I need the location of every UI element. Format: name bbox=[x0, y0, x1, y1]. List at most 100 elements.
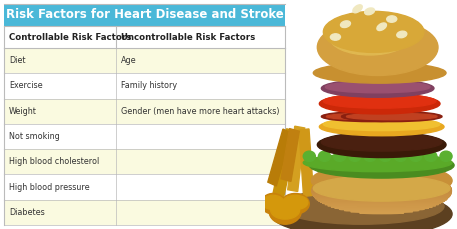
Ellipse shape bbox=[317, 181, 446, 183]
Ellipse shape bbox=[321, 111, 422, 122]
Ellipse shape bbox=[349, 151, 361, 161]
Text: Diet: Diet bbox=[9, 56, 26, 65]
Ellipse shape bbox=[314, 183, 449, 185]
Ellipse shape bbox=[320, 179, 443, 180]
Ellipse shape bbox=[326, 113, 417, 120]
Ellipse shape bbox=[328, 175, 436, 177]
Ellipse shape bbox=[325, 81, 430, 93]
Ellipse shape bbox=[409, 151, 422, 161]
Ellipse shape bbox=[353, 5, 362, 13]
Ellipse shape bbox=[300, 206, 451, 227]
Ellipse shape bbox=[339, 208, 425, 210]
Text: Controllable Risk Factors: Controllable Risk Factors bbox=[9, 33, 131, 41]
Text: Gender (men have more heart attacks): Gender (men have more heart attacks) bbox=[122, 107, 280, 116]
Text: Age: Age bbox=[122, 56, 137, 65]
Ellipse shape bbox=[269, 199, 301, 224]
Ellipse shape bbox=[339, 172, 425, 173]
Ellipse shape bbox=[341, 20, 350, 28]
Ellipse shape bbox=[311, 163, 452, 199]
Ellipse shape bbox=[303, 154, 452, 172]
Ellipse shape bbox=[271, 191, 452, 229]
Ellipse shape bbox=[335, 173, 429, 174]
Ellipse shape bbox=[360, 168, 404, 170]
Ellipse shape bbox=[281, 194, 309, 214]
Ellipse shape bbox=[312, 193, 452, 195]
Ellipse shape bbox=[377, 23, 386, 31]
Bar bbox=[4, 200, 285, 225]
Ellipse shape bbox=[330, 34, 340, 40]
Ellipse shape bbox=[331, 206, 432, 208]
Ellipse shape bbox=[319, 118, 444, 136]
Ellipse shape bbox=[341, 111, 442, 122]
Text: Family history: Family history bbox=[122, 82, 177, 90]
Ellipse shape bbox=[313, 195, 450, 197]
Bar bbox=[4, 98, 285, 124]
Bar bbox=[299, 129, 314, 196]
Ellipse shape bbox=[312, 192, 452, 194]
Ellipse shape bbox=[315, 198, 448, 199]
Text: Diabetes: Diabetes bbox=[9, 208, 45, 217]
Bar bbox=[281, 128, 299, 181]
Ellipse shape bbox=[329, 19, 410, 55]
Ellipse shape bbox=[319, 180, 445, 182]
Ellipse shape bbox=[319, 200, 445, 202]
Ellipse shape bbox=[311, 189, 452, 191]
Ellipse shape bbox=[317, 19, 438, 76]
Bar bbox=[268, 129, 292, 186]
Ellipse shape bbox=[322, 202, 441, 204]
Ellipse shape bbox=[365, 8, 375, 15]
Ellipse shape bbox=[312, 188, 452, 190]
Ellipse shape bbox=[319, 93, 440, 114]
Ellipse shape bbox=[425, 151, 437, 161]
Bar bbox=[4, 48, 285, 73]
Text: Not smoking: Not smoking bbox=[9, 132, 60, 141]
Bar bbox=[4, 174, 285, 200]
Ellipse shape bbox=[311, 191, 452, 192]
Ellipse shape bbox=[331, 174, 432, 176]
Ellipse shape bbox=[325, 204, 439, 205]
Ellipse shape bbox=[319, 151, 330, 161]
Bar bbox=[4, 4, 285, 26]
Text: Exercise: Exercise bbox=[9, 82, 43, 90]
Ellipse shape bbox=[313, 194, 451, 196]
Text: Weight: Weight bbox=[9, 107, 37, 116]
Ellipse shape bbox=[313, 185, 450, 186]
Ellipse shape bbox=[351, 169, 413, 171]
Ellipse shape bbox=[324, 94, 436, 108]
Ellipse shape bbox=[317, 199, 446, 201]
Ellipse shape bbox=[328, 205, 436, 207]
Bar bbox=[272, 129, 298, 202]
Ellipse shape bbox=[315, 182, 448, 184]
Ellipse shape bbox=[325, 176, 439, 178]
Text: Risk Factors for Heart Disease and Stroke: Risk Factors for Heart Disease and Strok… bbox=[5, 8, 283, 22]
Bar bbox=[4, 26, 285, 48]
Ellipse shape bbox=[335, 207, 429, 209]
Ellipse shape bbox=[262, 195, 284, 210]
Ellipse shape bbox=[440, 151, 452, 161]
Ellipse shape bbox=[313, 186, 451, 188]
Ellipse shape bbox=[346, 113, 437, 120]
Ellipse shape bbox=[261, 194, 285, 214]
Ellipse shape bbox=[279, 188, 444, 224]
Ellipse shape bbox=[321, 79, 434, 97]
Ellipse shape bbox=[271, 201, 300, 219]
Ellipse shape bbox=[312, 187, 452, 189]
Ellipse shape bbox=[394, 151, 406, 161]
Ellipse shape bbox=[282, 195, 308, 210]
Ellipse shape bbox=[317, 132, 446, 158]
Ellipse shape bbox=[344, 210, 419, 211]
Ellipse shape bbox=[314, 196, 449, 198]
Text: High blood cholesterol: High blood cholesterol bbox=[9, 157, 99, 166]
Ellipse shape bbox=[334, 151, 345, 161]
Ellipse shape bbox=[324, 11, 424, 52]
Text: Uncontrollable Risk Factors: Uncontrollable Risk Factors bbox=[122, 33, 255, 41]
Bar bbox=[4, 149, 285, 174]
Ellipse shape bbox=[322, 178, 441, 179]
Bar bbox=[4, 124, 285, 149]
Ellipse shape bbox=[314, 175, 450, 201]
Ellipse shape bbox=[351, 211, 413, 213]
Ellipse shape bbox=[344, 171, 419, 172]
Ellipse shape bbox=[397, 31, 407, 38]
Text: High blood pressure: High blood pressure bbox=[9, 183, 90, 192]
Ellipse shape bbox=[387, 16, 397, 22]
